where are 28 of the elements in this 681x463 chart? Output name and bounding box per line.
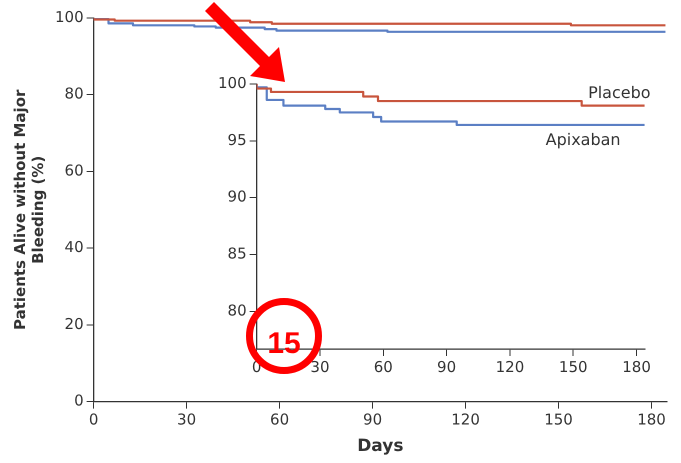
x-tick-label: 60 [374, 358, 393, 376]
x-tick-label: 60 [270, 410, 290, 428]
series-label: Apixaban [546, 130, 621, 150]
y-tick-label: 90 [228, 188, 247, 206]
x-axis-title: Days [357, 436, 404, 456]
x-tick-label: 150 [558, 358, 588, 376]
x-tick-label: 180 [622, 358, 651, 376]
x-tick-label: 30 [310, 358, 330, 376]
x-tick-label: 0 [88, 410, 98, 428]
series-label: Placebo [588, 82, 651, 102]
y-tick-label: 40 [64, 238, 84, 256]
y-tick-label: 60 [64, 161, 84, 180]
y-tick-label: 20 [64, 314, 84, 333]
x-tick-label: 90 [437, 358, 456, 376]
y-tick-label: 95 [228, 130, 247, 149]
x-tick-label: 120 [451, 410, 480, 428]
y-axis-title: Patients Alive without Major Bleeding (%) [10, 89, 47, 330]
x-tick-label: 90 [363, 410, 382, 428]
y-tick-label: 80 [228, 301, 247, 320]
x-tick-label: 30 [177, 410, 196, 428]
x-tick-label: 120 [496, 358, 524, 376]
y-tick-label: 80 [64, 84, 84, 103]
y-tick-label: 0 [74, 391, 84, 410]
y-tick-label: 100 [54, 8, 84, 26]
y-tick-label: 85 [228, 244, 247, 262]
x-tick-label: 150 [544, 410, 573, 428]
y-tick-label: 100 [218, 74, 247, 92]
x-tick-label: 180 [637, 410, 666, 428]
